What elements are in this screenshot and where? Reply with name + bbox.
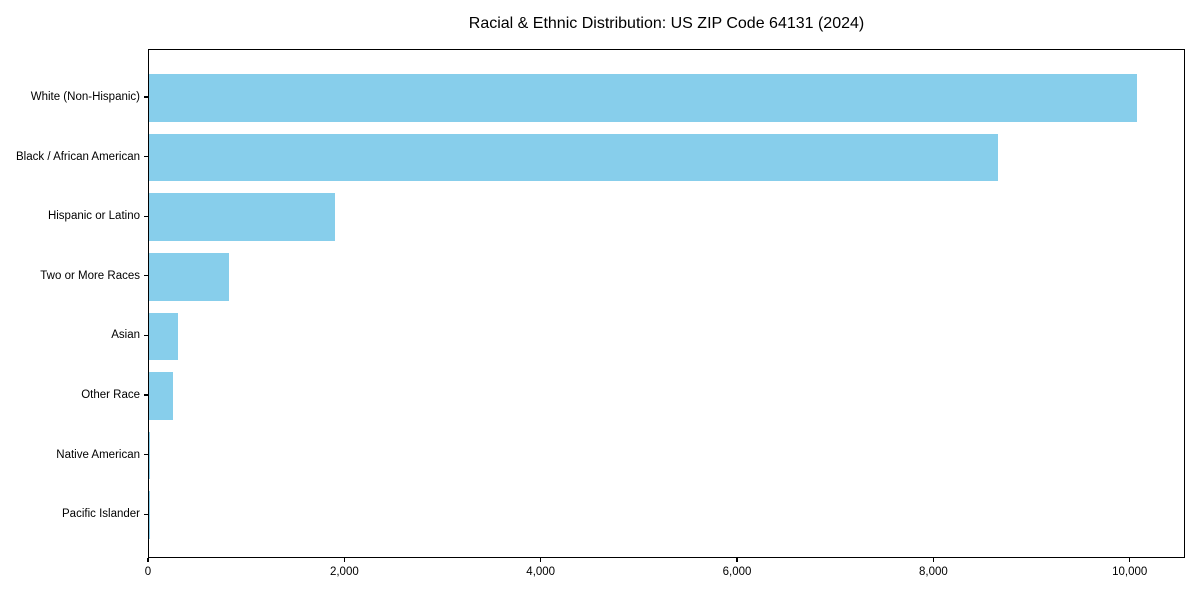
x-axis-tick	[932, 558, 934, 562]
y-tick-label: Pacific Islander	[62, 508, 140, 521]
y-axis-tick	[144, 155, 148, 158]
x-tick-label: 2,000	[329, 566, 359, 578]
x-axis-tick	[1129, 558, 1131, 562]
y-axis-tick	[144, 96, 148, 98]
x-axis-tick	[736, 558, 738, 562]
y-tick-label: Asian	[111, 329, 140, 342]
bar	[149, 372, 173, 420]
bar	[149, 133, 999, 182]
x-axis-tick	[540, 558, 542, 562]
bar	[149, 431, 150, 480]
x-tick-label: 10,000	[1112, 566, 1148, 578]
bar	[149, 252, 229, 301]
plot-area	[148, 49, 1185, 558]
y-tick-label: White (Non-Hispanic)	[30, 90, 140, 103]
y-tick-label: Other Race	[81, 388, 140, 401]
y-axis-tick	[144, 275, 148, 277]
y-axis-tick	[144, 215, 148, 217]
bar	[149, 74, 1137, 122]
y-tick-label: Native American	[56, 448, 140, 461]
x-tick-label: 6,000	[722, 566, 752, 578]
x-tick-label: 8,000	[918, 566, 948, 578]
bar	[149, 312, 179, 361]
x-axis-tick	[147, 558, 149, 562]
bar	[149, 193, 335, 241]
y-axis-tick	[144, 394, 148, 396]
chart-title: Racial & Ethnic Distribution: US ZIP Cod…	[468, 15, 865, 32]
y-tick-label: Black / African American	[16, 150, 140, 163]
y-tick-label: Two or More Races	[40, 269, 140, 282]
y-tick-label: Hispanic or Latino	[47, 210, 140, 223]
x-tick-label: 0	[144, 566, 152, 578]
x-tick-label: 4,000	[526, 566, 556, 578]
x-axis-tick	[343, 558, 345, 562]
y-axis-tick	[144, 513, 148, 515]
y-axis-tick	[144, 334, 148, 336]
y-axis-tick	[144, 453, 148, 456]
